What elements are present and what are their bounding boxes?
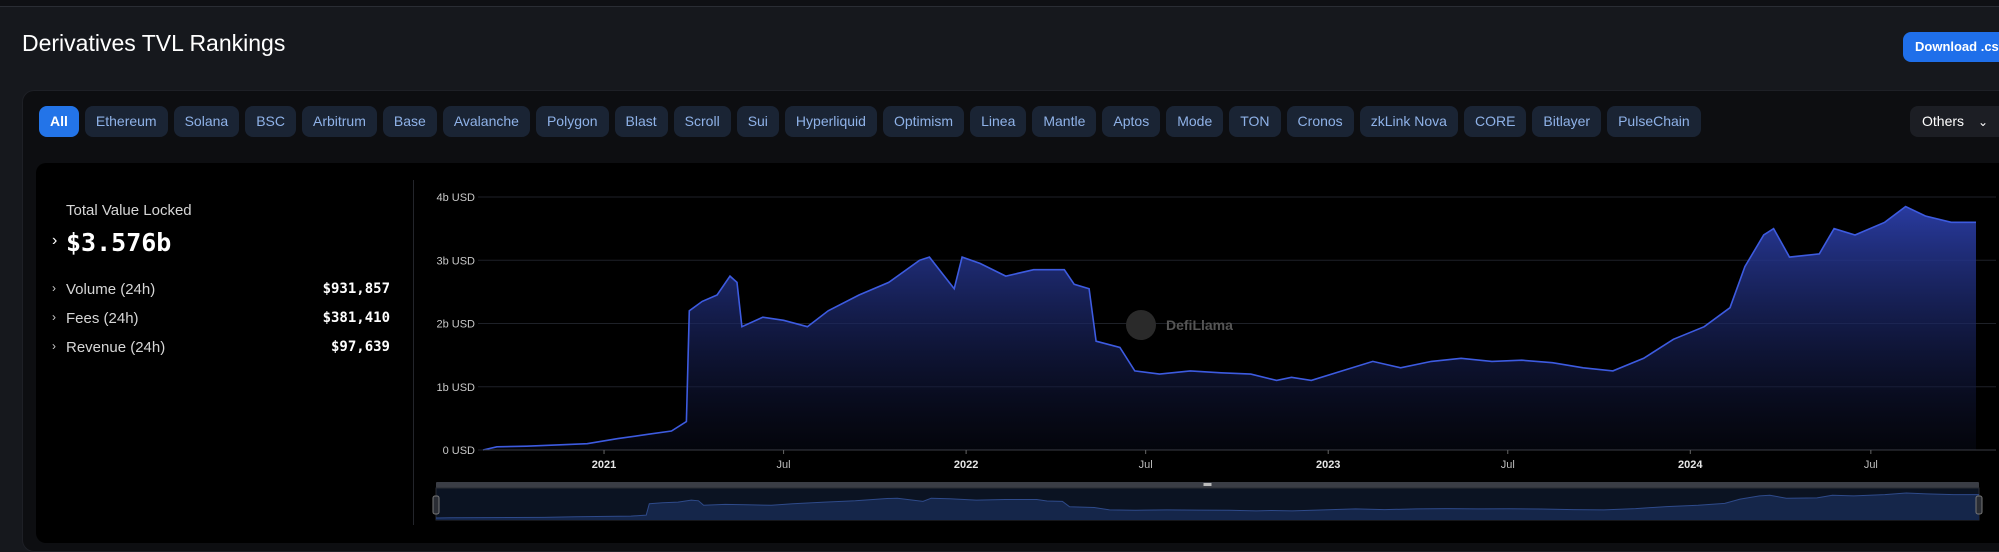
chain-tab-aptos[interactable]: Aptos	[1102, 106, 1161, 137]
chain-tab-solana[interactable]: Solana	[173, 106, 240, 137]
metric-row-revenue[interactable]: › Revenue (24h) $97,639	[52, 339, 390, 361]
chain-tab-scroll[interactable]: Scroll	[673, 106, 731, 137]
x-tick-label: Jul	[777, 459, 791, 471]
x-tick-label: 2022	[954, 459, 978, 471]
chain-tab-mantle[interactable]: Mantle	[1032, 106, 1097, 137]
chain-tab-core[interactable]: CORE	[1463, 106, 1527, 137]
chain-tab-blast[interactable]: Blast	[614, 106, 668, 137]
chain-tab-arbitrum[interactable]: Arbitrum	[301, 106, 377, 137]
chain-tab-mode[interactable]: Mode	[1166, 106, 1224, 137]
y-tick-label: 2b USD	[436, 319, 475, 331]
chain-tab-bitlayer[interactable]: Bitlayer	[1532, 106, 1602, 137]
chain-tab-sui[interactable]: Sui	[736, 106, 779, 137]
chain-tab-avalanche[interactable]: Avalanche	[442, 106, 530, 137]
others-dropdown-label: Others	[1922, 113, 1965, 129]
tvl-label: Total Value Locked	[66, 202, 192, 219]
brush-left-handle[interactable]	[432, 495, 440, 515]
y-tick-label: 0 USD	[443, 445, 475, 457]
page-title: Derivatives TVL Rankings	[22, 30, 286, 56]
chevron-right-icon: ›	[52, 339, 56, 353]
chevron-down-icon: ⌄	[1978, 115, 1989, 129]
tvl-area	[483, 206, 1976, 450]
chain-tab-linea[interactable]: Linea	[970, 106, 1027, 137]
chain-tab-polygon[interactable]: Polygon	[535, 106, 609, 137]
metric-value: $381,410	[322, 310, 390, 326]
x-tick-label: Jul	[1501, 459, 1515, 471]
x-tick-label: Jul	[1864, 459, 1878, 471]
x-tick-label: 2023	[1316, 459, 1340, 471]
chain-tab-cronos[interactable]: Cronos	[1286, 106, 1354, 137]
chain-tab-hyperliquid[interactable]: Hyperliquid	[784, 106, 877, 137]
divider	[413, 180, 414, 525]
x-tick-label: Jul	[1139, 459, 1153, 471]
metric-value: $931,857	[322, 281, 390, 297]
top-border	[0, 0, 1999, 7]
brush-preview-line	[435, 492, 1979, 519]
defillama-watermark: DefiLlama	[1126, 310, 1233, 340]
brush-right-handle[interactable]	[1975, 495, 1983, 515]
y-tick-label: 1b USD	[436, 382, 475, 394]
chain-tab-optimism[interactable]: Optimism	[882, 106, 965, 137]
x-tick-label: 2024	[1678, 459, 1703, 471]
chevron-right-icon[interactable]: ›	[52, 232, 58, 249]
tvl-series-line	[482, 205, 1976, 451]
chain-filter-tabs: All Ethereum Solana BSC Arbitrum Base Avalanch…	[39, 106, 1701, 138]
metric-row-volume[interactable]: › Volume (24h) $931,857	[52, 281, 390, 303]
brush-grip-icon[interactable]	[1203, 483, 1212, 486]
y-tick-label: 4b USD	[436, 192, 475, 204]
chain-tab-ton[interactable]: TON	[1229, 106, 1281, 137]
x-tick-label: 2021	[592, 459, 616, 471]
y-tick-label: 3b USD	[436, 255, 475, 267]
metric-label: Revenue (24h)	[66, 339, 166, 356]
metric-label: Fees (24h)	[66, 310, 139, 327]
metric-row-fees[interactable]: › Fees (24h) $381,410	[52, 310, 390, 332]
llama-logo-icon	[1126, 310, 1156, 340]
download-csv-button[interactable]: Download .csv	[1903, 32, 1999, 62]
watermark-text: DefiLlama	[1166, 317, 1233, 333]
chain-tab-base[interactable]: Base	[382, 106, 437, 137]
brush-preview-area	[436, 493, 1979, 520]
metric-value: $97,639	[330, 339, 390, 355]
chain-tab-pulsechain[interactable]: PulseChain	[1607, 106, 1701, 137]
tvl-value: $3.576b	[66, 228, 172, 257]
metric-label: Volume (24h)	[66, 281, 156, 298]
chevron-right-icon: ›	[52, 281, 56, 295]
chevron-right-icon: ›	[52, 310, 56, 324]
chain-tab-ethereum[interactable]: Ethereum	[84, 106, 168, 137]
chain-tab-all[interactable]: All	[39, 106, 79, 137]
range-brush[interactable]	[432, 482, 1983, 521]
chain-tab-bsc[interactable]: BSC	[245, 106, 296, 137]
chain-tab-zklink-nova[interactable]: zkLink Nova	[1359, 106, 1458, 137]
others-dropdown[interactable]: Others ⌄	[1910, 106, 1999, 137]
